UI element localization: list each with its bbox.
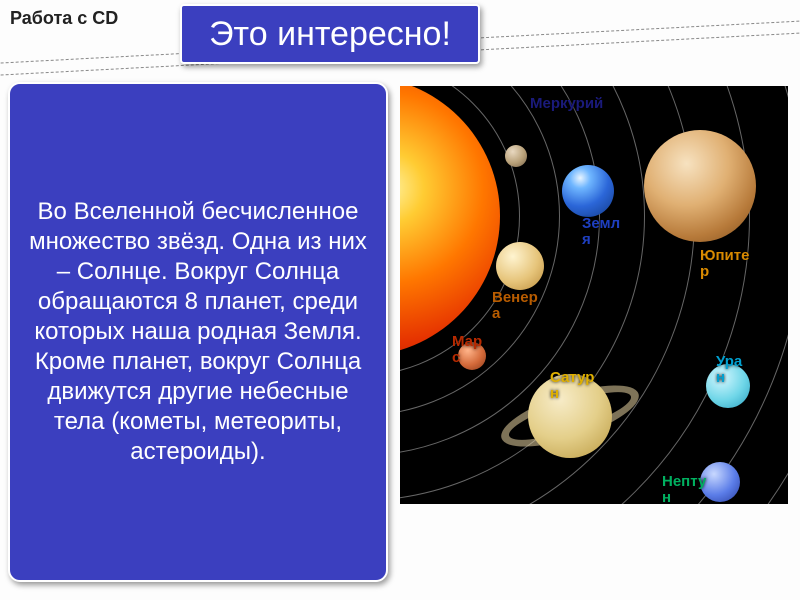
planet-earth [562, 165, 614, 217]
info-text: Во Вселенной бесчисленное множество звёз… [20, 197, 376, 467]
planet-jupiter [644, 130, 756, 242]
info-panel: Во Вселенной бесчисленное множество звёз… [8, 82, 388, 582]
label-venus: Венер а [492, 290, 538, 322]
title-text: Это интересно! [209, 15, 451, 54]
label-uranus: Ура н [716, 354, 742, 386]
corner-label: Работа с CD [10, 8, 118, 29]
label-mars: Мар с [452, 334, 482, 366]
label-earth: Земл я [582, 216, 620, 248]
label-saturn: Сатур н [550, 370, 594, 402]
label-jupiter: Юпите р [700, 248, 749, 280]
title-box: Это интересно! [180, 4, 480, 64]
planet-mercury [505, 145, 527, 167]
label-mercury: Меркурий [530, 96, 603, 112]
solar-system-diagram: Меркурий Венер а Земл я Мар с Юпите р Сатур н… [400, 86, 788, 504]
planet-venus [496, 242, 544, 290]
label-neptune: Непту н [662, 474, 706, 504]
